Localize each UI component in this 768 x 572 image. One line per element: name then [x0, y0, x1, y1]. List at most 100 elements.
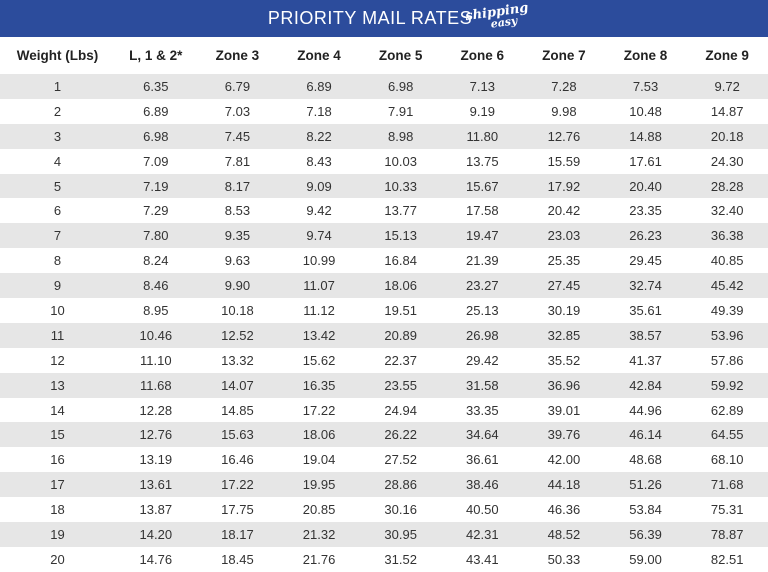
- rate-cell: 6.79: [196, 74, 279, 99]
- rate-cell: 17.61: [629, 153, 662, 169]
- rate-cell: 57.86: [710, 352, 744, 368]
- rate-cell: 30.16: [384, 502, 417, 518]
- rate-cell: 42.00: [547, 452, 581, 468]
- rate-cell: 13.19: [139, 452, 173, 468]
- column-header: Zone 8: [623, 48, 668, 63]
- table-row: 12 11.10 13.32 15.62 22.37 29.42 35.52 41.37 57.…: [0, 348, 768, 373]
- weight-cell: 12: [50, 352, 65, 368]
- rate-cell: 11.10: [140, 352, 172, 368]
- rate-cell: 8.98: [359, 123, 442, 149]
- rate-cell: 7.53: [604, 74, 687, 99]
- rate-cell: 10.33: [359, 173, 442, 199]
- logo-text: easy: [489, 14, 519, 31]
- table-row: 7 7.80 9.35 9.74 15.13 19.47 23.03 26.23 36.38: [0, 223, 768, 249]
- table-row: 14 12.28 14.85 17.22 24.94 33.35 39.01 44.96 62.…: [0, 398, 768, 423]
- weight-cell: 19: [0, 522, 115, 547]
- weight-cell: 9: [0, 273, 115, 299]
- rate-cell: 19.04: [302, 452, 336, 468]
- rate-cell: 9.63: [224, 253, 251, 269]
- rate-cell: 42.31: [441, 522, 524, 547]
- rate-cell: 35.52: [547, 352, 581, 368]
- rate-cell: 13.87: [139, 502, 173, 518]
- rate-cell: 7.80: [115, 223, 197, 249]
- table-row: 11 10.46 12.52 13.42 20.89 26.98 32.85 38.57 53.…: [0, 322, 768, 348]
- table-row: 17 13.61 17.22 19.95 28.86 38.46 44.18 51.26 71.…: [0, 472, 768, 498]
- rate-cell: 46.14: [604, 422, 687, 448]
- rate-cell: 32.85: [523, 322, 605, 348]
- rate-cell: 23.27: [441, 273, 524, 299]
- table-row: 2 6.89 7.03 7.18 7.91 9.19 9.98 10.48 14.87: [0, 99, 768, 124]
- rate-cell: 12.76: [523, 123, 605, 149]
- rate-cell: 38.46: [441, 472, 524, 498]
- rate-cell: 23.55: [359, 372, 442, 398]
- rate-cell: 9.19: [469, 103, 495, 119]
- rate-cell: 8.17: [196, 173, 279, 199]
- weight-cell: 17: [0, 472, 115, 498]
- rate-cell: 26.22: [359, 422, 442, 448]
- table-row: 4 7.09 7.81 8.43 10.03 13.75 15.59 17.61 24.30: [0, 149, 768, 174]
- rate-cell: 12.28: [139, 402, 173, 418]
- rate-cell: 20.42: [547, 203, 581, 219]
- rate-cell: 18.06: [278, 422, 360, 448]
- rates-table: Weight (Lbs) L, 1 & 2* Zone 3 Zone 4 Zone 5 Z…: [0, 37, 768, 572]
- rate-cell: 9.42: [306, 203, 332, 219]
- rate-cell: 39.01: [547, 402, 581, 418]
- rate-cell: 25.13: [466, 302, 499, 318]
- rate-cell: 31.52: [384, 551, 417, 567]
- table-row: 8 8.24 9.63 10.99 16.84 21.39 25.35 29.45 40.85: [0, 248, 768, 273]
- weight-cell: 16: [50, 452, 65, 468]
- rate-cell: 41.37: [629, 352, 662, 368]
- rate-cell: 16.84: [384, 253, 417, 269]
- rate-cell: 40.50: [466, 502, 499, 518]
- rate-cell: 53.84: [629, 502, 662, 518]
- rate-cell: 9.35: [196, 223, 279, 249]
- weight-cell: 2: [53, 103, 62, 119]
- rate-cell: 13.32: [221, 352, 254, 368]
- rate-cell: 7.29: [143, 203, 169, 219]
- rate-cell: 14.88: [604, 123, 687, 149]
- rate-cell: 59.92: [686, 372, 768, 398]
- rate-cell: 9.74: [278, 223, 360, 249]
- rate-cell: 36.61: [466, 452, 499, 468]
- rate-cell: 29.45: [629, 253, 662, 269]
- table-row: 1 6.35 6.79 6.89 6.98 7.13 7.28 7.53 9.72: [0, 74, 768, 99]
- table-row: 10 8.95 10.18 11.12 19.51 25.13 30.19 35.61 49.3…: [0, 298, 768, 323]
- rate-cell: 35.61: [629, 302, 662, 318]
- rate-cell: 14.76: [139, 551, 173, 567]
- column-header: Zone 7: [542, 48, 586, 63]
- rate-cell: 82.51: [710, 551, 744, 567]
- table-row: 9 8.46 9.90 11.07 18.06 23.27 27.45 32.74 45.42: [0, 273, 768, 299]
- rate-cell: 49.39: [710, 302, 744, 318]
- rate-cell: 20.40: [604, 173, 687, 199]
- weight-cell: 20: [50, 551, 65, 567]
- rate-cell: 26.23: [604, 223, 687, 249]
- rate-cell: 14.87: [710, 103, 744, 119]
- rate-cell: 44.96: [629, 402, 662, 418]
- rate-cell: 21.32: [278, 522, 360, 547]
- rate-cell: 9.90: [196, 273, 279, 299]
- rate-cell: 28.86: [359, 472, 442, 498]
- rate-cell: 32.40: [710, 203, 744, 219]
- rate-cell: 15.62: [302, 352, 336, 368]
- weight-cell: 7: [0, 223, 115, 249]
- rate-cell: 17.22: [302, 402, 336, 418]
- rate-cell: 10.99: [302, 253, 336, 269]
- rate-cell: 39.76: [523, 422, 605, 448]
- table-row: 13 11.68 14.07 16.35 23.55 31.58 36.96 42.84 59.…: [0, 372, 768, 398]
- rate-cell: 7.45: [196, 123, 279, 149]
- column-header: Zone 3: [215, 48, 260, 63]
- weight-cell: 6: [53, 203, 62, 219]
- column-header: Zone 6: [460, 48, 505, 63]
- table-row: 5 7.19 8.17 9.09 10.33 15.67 17.92 20.40 28.28: [0, 173, 768, 199]
- rate-cell: 21.39: [466, 253, 499, 269]
- weight-cell: 1: [0, 74, 115, 99]
- table-row: 16 13.19 16.46 19.04 27.52 36.61 42.00 48.68 68.…: [0, 447, 768, 472]
- rate-cell: 26.98: [441, 322, 524, 348]
- rate-cell: 33.35: [466, 402, 499, 418]
- rate-cell: 7.28: [523, 74, 605, 99]
- rate-cell: 7.09: [143, 153, 169, 169]
- weight-cell: 5: [0, 173, 115, 199]
- rate-cell: 18.06: [359, 273, 442, 299]
- rate-cell: 46.36: [547, 502, 581, 518]
- header-bar: PRIORITY MAIL RATES shipping easy: [0, 0, 768, 37]
